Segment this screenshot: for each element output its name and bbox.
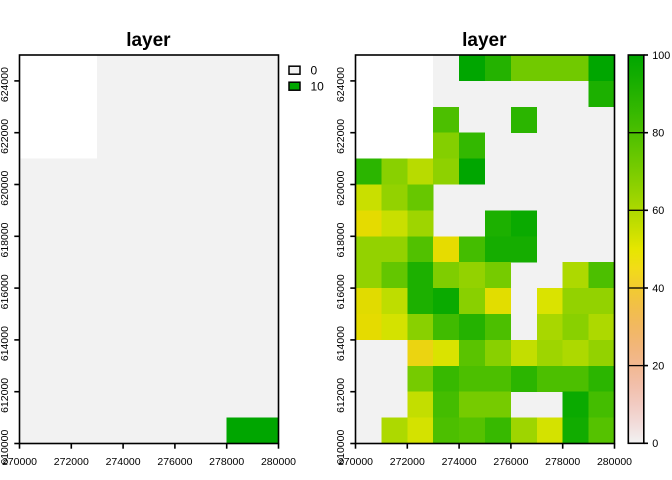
svg-text:618000: 618000 bbox=[335, 222, 347, 257]
svg-text:624000: 624000 bbox=[0, 67, 11, 102]
svg-text:620000: 620000 bbox=[0, 171, 11, 206]
svg-text:614000: 614000 bbox=[0, 326, 11, 361]
svg-text:622000: 622000 bbox=[0, 119, 11, 154]
svg-text:620000: 620000 bbox=[335, 171, 347, 206]
svg-text:612000: 612000 bbox=[335, 378, 347, 413]
svg-text:610000: 610000 bbox=[335, 430, 347, 465]
svg-text:616000: 616000 bbox=[0, 274, 11, 309]
svg-text:614000: 614000 bbox=[335, 326, 347, 361]
svg-text:276000: 276000 bbox=[493, 456, 528, 468]
svg-text:278000: 278000 bbox=[545, 456, 580, 468]
svg-text:272000: 272000 bbox=[54, 456, 89, 468]
svg-text:622000: 622000 bbox=[335, 119, 347, 154]
svg-text:20: 20 bbox=[652, 361, 664, 373]
svg-text:616000: 616000 bbox=[335, 274, 347, 309]
svg-text:618000: 618000 bbox=[0, 222, 11, 257]
svg-text:270000: 270000 bbox=[338, 456, 373, 468]
svg-text:278000: 278000 bbox=[209, 456, 244, 468]
svg-text:60: 60 bbox=[652, 205, 664, 217]
svg-text:40: 40 bbox=[652, 283, 664, 295]
svg-text:610000: 610000 bbox=[0, 430, 11, 465]
svg-text:80: 80 bbox=[652, 128, 664, 140]
svg-text:276000: 276000 bbox=[157, 456, 192, 468]
svg-text:layer: layer bbox=[462, 30, 507, 51]
svg-text:10: 10 bbox=[311, 79, 325, 93]
svg-text:612000: 612000 bbox=[0, 378, 11, 413]
svg-text:624000: 624000 bbox=[335, 67, 347, 102]
svg-text:280000: 280000 bbox=[261, 456, 296, 468]
svg-text:280000: 280000 bbox=[597, 456, 632, 468]
svg-text:100: 100 bbox=[652, 50, 670, 62]
svg-text:0: 0 bbox=[652, 438, 658, 450]
svg-text:274000: 274000 bbox=[442, 456, 477, 468]
svg-text:270000: 270000 bbox=[2, 456, 37, 468]
svg-text:layer: layer bbox=[126, 30, 171, 51]
svg-text:0: 0 bbox=[311, 63, 318, 77]
svg-text:274000: 274000 bbox=[106, 456, 141, 468]
svg-text:272000: 272000 bbox=[390, 456, 425, 468]
